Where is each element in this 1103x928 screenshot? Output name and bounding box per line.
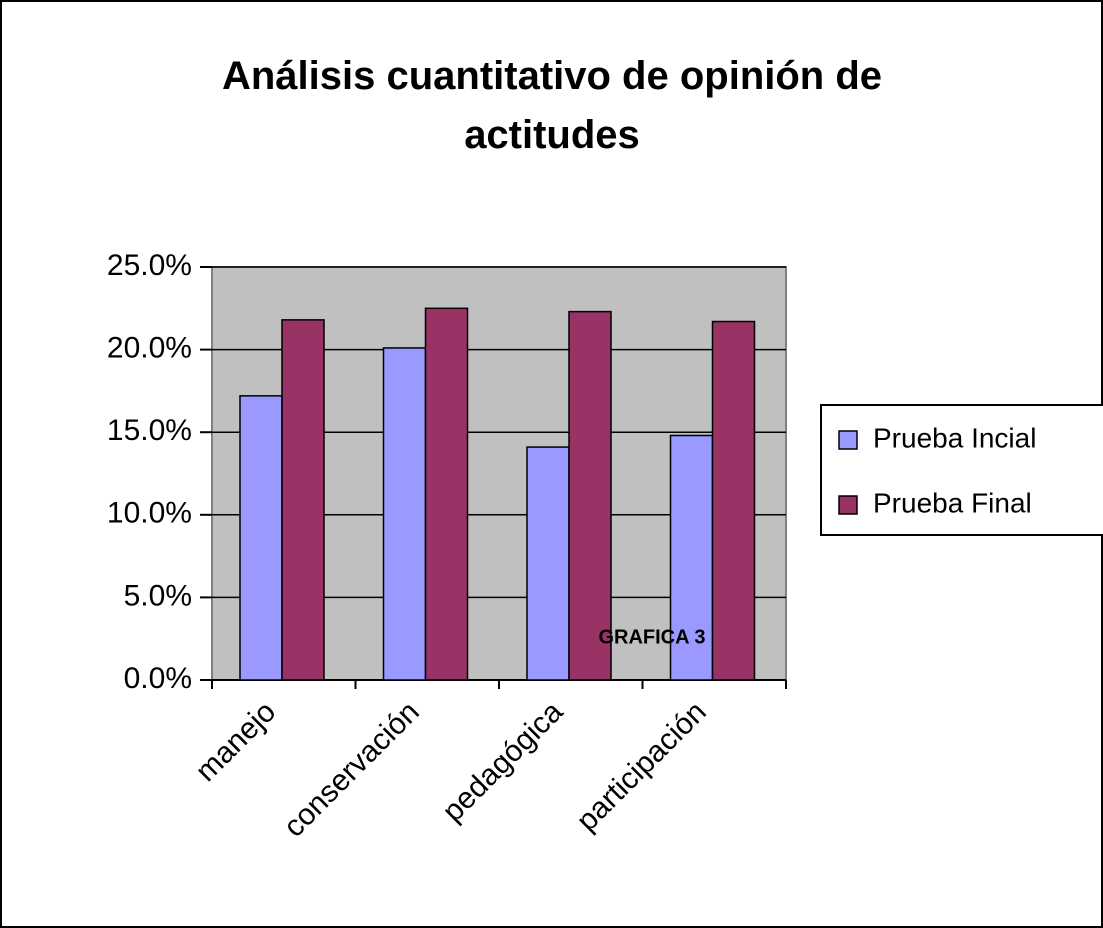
bar (239, 395, 283, 681)
bar (424, 307, 469, 681)
bar (568, 310, 612, 681)
legend-label: Prueba Final (873, 487, 1032, 518)
y-tick-label: 15.0% (107, 414, 192, 447)
legend: Prueba Incial Prueba Final (820, 404, 1103, 536)
legend-swatch (838, 495, 858, 515)
y-tick-label: 10.0% (107, 497, 192, 530)
bar (382, 347, 427, 681)
legend-label: Prueba Incial (873, 422, 1036, 453)
bar (281, 319, 325, 681)
chart-title: Análisis cuantitativo de opinión de actit… (222, 54, 882, 157)
y-tick-label: 0.0% (124, 662, 192, 695)
bar (711, 320, 756, 681)
legend-swatch (838, 430, 858, 450)
y-tick-label: 20.0% (107, 332, 192, 365)
legend-box (820, 404, 1103, 536)
y-tick-label: 5.0% (124, 579, 192, 612)
annotation: GRAFICA 3 (598, 626, 705, 648)
y-tick-label: 25.0% (107, 249, 192, 282)
bar (526, 446, 570, 681)
